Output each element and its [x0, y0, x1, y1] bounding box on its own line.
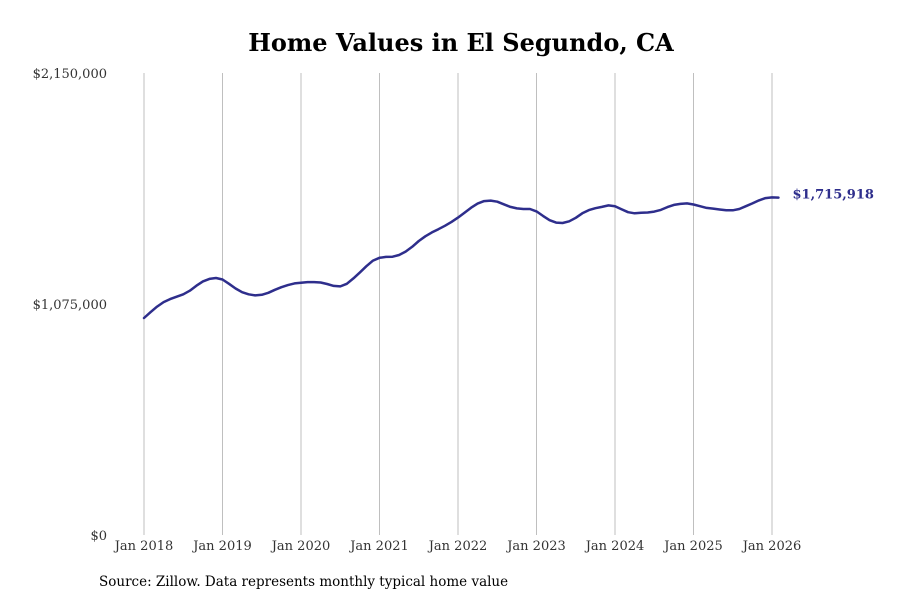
x-tick-label-6: Jan 2024	[584, 539, 645, 554]
chart-title: Home Values in El Segundo, CA	[248, 28, 674, 57]
series-end-label-0: $1,715,918	[793, 188, 874, 203]
y-tick-label-0: $0	[90, 529, 107, 544]
x-axis-ticks: Jan 2018 Jan 2019 Jan 2020 Jan 2021 Jan 2022…	[113, 539, 802, 554]
y-axis-ticks: $0 $1,075,000 $2,150,000	[33, 67, 107, 544]
y-tick-label-2: $2,150,000	[33, 67, 107, 82]
x-tick-label-5: Jan 2023	[505, 539, 566, 554]
x-tick-label-7: Jan 2025	[662, 539, 723, 554]
series-line-0	[142, 196, 780, 320]
source-note: Source: Zillow. Data represents monthly …	[99, 574, 509, 590]
y-tick-label-1: $1,075,000	[33, 298, 107, 313]
x-tick-label-8: Jan 2026	[741, 539, 802, 554]
x-tick-label-1: Jan 2019	[191, 539, 252, 554]
x-tick-label-4: Jan 2022	[427, 539, 488, 554]
series-layer: $1,715,918	[142, 188, 874, 320]
x-tick-label-3: Jan 2021	[348, 539, 409, 554]
x-tick-label-0: Jan 2018	[113, 539, 174, 554]
x-tick-label-2: Jan 2020	[270, 539, 331, 554]
gridlines	[143, 73, 773, 535]
